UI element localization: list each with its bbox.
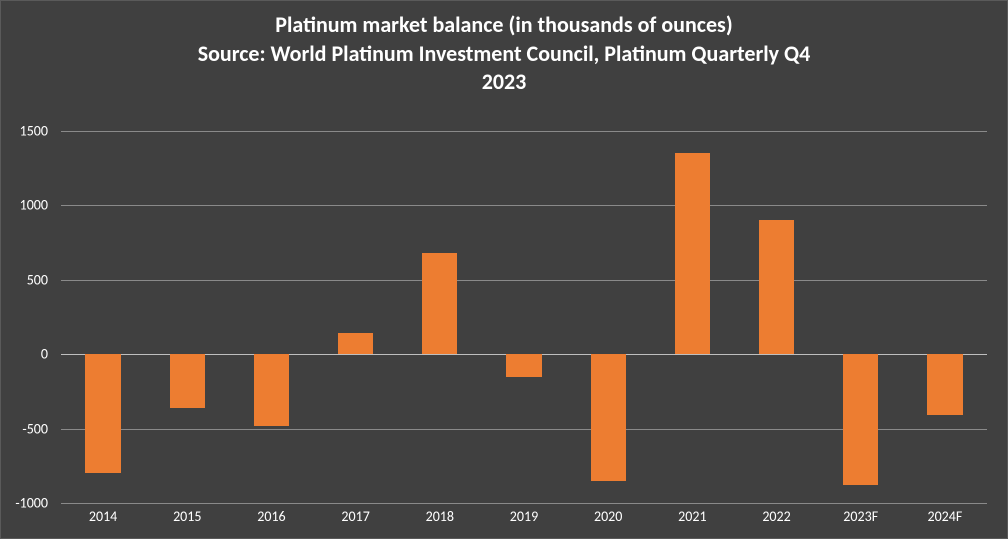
- bar: [506, 354, 541, 376]
- bar: [338, 333, 373, 354]
- bar: [843, 354, 878, 485]
- y-tick-label: -500: [22, 420, 48, 437]
- x-tick-label: 2015: [173, 508, 201, 525]
- x-axis: 2014 2015 2016 2017 2018 2019 2020 2021 2022 2023…: [61, 508, 987, 530]
- y-tick-label: 1000: [20, 197, 48, 214]
- bars-container: [61, 131, 987, 503]
- grid-line: [61, 503, 987, 504]
- title-line-3: 2023: [1, 68, 1007, 97]
- x-tick-label: 2021: [678, 508, 706, 525]
- x-tick-label: 2024F: [927, 508, 962, 525]
- title-line-2: Source: World Platinum Investment Counci…: [1, 40, 1007, 69]
- y-tick-label: -1000: [15, 495, 48, 512]
- y-tick-label: 0: [41, 346, 48, 363]
- bar: [170, 354, 205, 408]
- x-tick-label: 2019: [510, 508, 538, 525]
- y-tick-label: 1500: [20, 123, 48, 140]
- y-axis: 150010005000-500-1000: [1, 131, 56, 503]
- chart-frame: Platinum market balance (in thousands of…: [0, 0, 1008, 539]
- bar: [675, 153, 710, 354]
- y-tick-label: 500: [27, 271, 48, 288]
- x-tick-label: 2023F: [843, 508, 878, 525]
- bar: [759, 220, 794, 354]
- bar: [422, 253, 457, 354]
- bar: [927, 354, 962, 415]
- x-tick-label: 2022: [762, 508, 790, 525]
- chart-title: Platinum market balance (in thousands of…: [1, 11, 1007, 97]
- x-tick-label: 2020: [594, 508, 622, 525]
- x-tick-label: 2018: [426, 508, 454, 525]
- title-line-1: Platinum market balance (in thousands of…: [1, 11, 1007, 40]
- x-tick-label: 2014: [89, 508, 117, 525]
- bar: [591, 354, 626, 480]
- bar: [254, 354, 289, 425]
- plot-area: [61, 131, 987, 503]
- x-tick-label: 2017: [341, 508, 369, 525]
- bar: [85, 354, 120, 473]
- x-tick-label: 2016: [257, 508, 285, 525]
